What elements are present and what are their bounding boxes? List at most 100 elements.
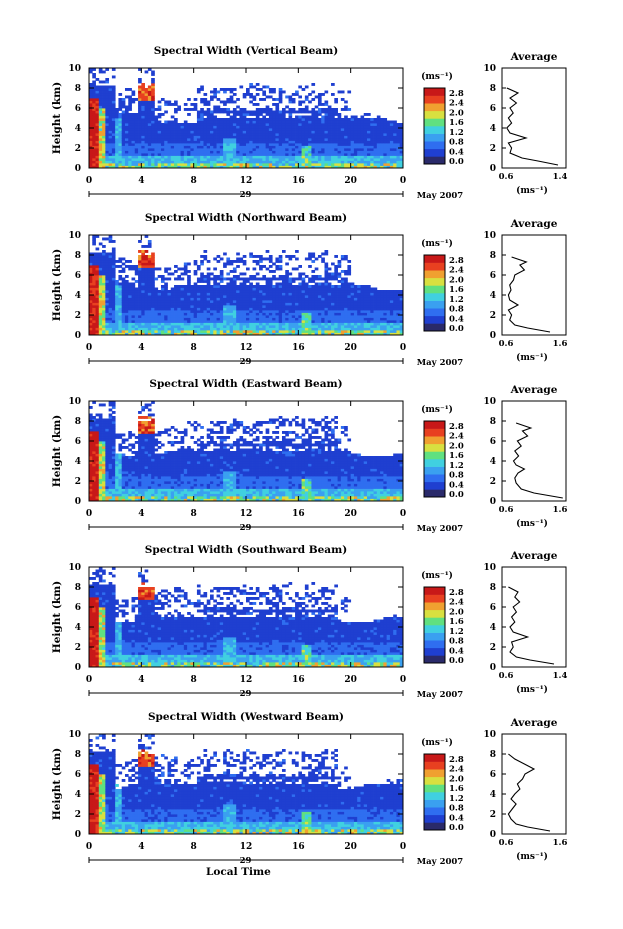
average-x-tick-label: 0.6 [499,838,514,848]
average-frame [501,733,567,835]
average-y-tick-label: 4 [490,790,496,800]
average-y-tick-label: 4 [490,291,496,301]
average-profile-line [508,586,555,665]
x-tick-label: 12 [240,675,253,685]
y-tick-label: 2 [75,477,81,487]
average-x-label: (ms⁻¹) [516,684,548,695]
colorbar-swatch [424,474,445,483]
x-tick-label: 0 [400,842,406,852]
colorbar-swatch [424,156,445,165]
x-tick-label: 16 [292,842,305,852]
colorbar-tick-label: 0.8 [449,471,464,481]
colorbar-tick-label: 0.4 [449,147,464,157]
y-axis-label: Height (km) [51,82,63,154]
colorbar-swatch [424,428,445,437]
average-profile-line [507,753,551,832]
colorbar-unit: (ms⁻¹) [421,71,453,82]
average-y-tick-label: 2 [490,643,496,653]
colorbar-swatch [424,822,445,831]
colorbar-swatch [424,293,445,301]
average-y-tick-label: 6 [490,437,496,447]
x-tick-label: 4 [138,343,144,353]
colorbar-swatch [424,285,445,294]
x-tick-label: 0 [86,176,92,186]
average-y-tick-label: 8 [490,84,496,94]
colorbar-tick-label: 2.8 [449,89,464,99]
x-tick-label: 20 [344,675,357,685]
average-frame [501,566,567,668]
x-tick-label: 16 [292,176,305,186]
x-tick-label: 0 [86,675,92,685]
colorbar-tick-label: 2.0 [449,441,464,451]
x-tick-label: 16 [292,675,305,685]
colorbar-tick-label: 1.6 [449,118,464,128]
colorbar-tick-label: 0.8 [449,138,464,148]
average-y-tick-label: 4 [490,457,496,467]
average-frame [501,234,567,336]
month-label: May 2007 [417,358,464,368]
colorbar-tick-label: 2.0 [449,108,464,118]
x-tick-label: 20 [344,509,357,519]
x-tick-label: 0 [400,343,406,353]
colorbar-tick-label: 0.8 [449,804,464,814]
average-y-tick-label: 2 [490,477,496,487]
y-tick-label: 4 [75,457,81,467]
average-y-tick-label: 10 [483,64,496,74]
month-label: May 2007 [417,191,464,201]
colorbar-tick-label: 2.4 [449,432,464,442]
y-tick-label: 6 [75,770,81,780]
x-tick-label: 0 [400,675,406,685]
average-y-tick-label: 6 [490,770,496,780]
colorbar-swatch [424,799,445,808]
average-y-tick-label: 6 [490,104,496,114]
x-tick-label: 8 [191,343,197,353]
x-tick-label: 20 [344,176,357,186]
panel-title: Spectral Width (Westward Beam) [148,711,344,723]
colorbar-tick-label: 0.4 [449,480,464,490]
colorbar-swatch [424,262,445,271]
colorbar-swatch [424,270,445,279]
colorbar-tick-label: 0.8 [449,637,464,647]
colorbar-tick-label: 2.0 [449,275,464,285]
colorbar-swatch [424,481,445,490]
month-label: May 2007 [417,524,464,534]
x-tick-label: 4 [138,675,144,685]
colorbar-swatch [424,421,445,429]
colorbar-swatch [424,103,445,112]
average-frame [501,67,567,169]
y-tick-label: 6 [75,104,81,114]
x-tick-label: 0 [400,176,406,186]
y-tick-label: 10 [68,231,81,241]
y-tick-label: 6 [75,271,81,281]
colorbar-swatch [424,88,445,96]
average-y-tick-label: 6 [490,271,496,281]
panel-title: Spectral Width (Northward Beam) [145,212,347,224]
colorbar-swatch [424,754,445,762]
average-y-tick-label: 2 [490,810,496,820]
colorbar-swatch [424,315,445,324]
colorbar-swatch [424,647,445,656]
panel-title: Spectral Width (Southward Beam) [145,544,347,556]
colorbar-tick-label: 2.0 [449,607,464,617]
colorbar-swatch [424,436,445,445]
colorbar-swatch [424,761,445,770]
colorbar-tick-label: 1.2 [449,794,464,804]
y-axis-label: Height (km) [51,249,63,321]
colorbar-swatch [424,110,445,119]
colorbar-swatch [424,277,445,286]
x-tick-label: 20 [344,842,357,852]
colorbar-swatch [424,792,445,800]
colorbar-frame [423,254,446,332]
x-tick-label: 8 [191,675,197,685]
colorbar-tick-label: 2.8 [449,422,464,432]
y-tick-label: 0 [75,164,81,174]
average-x-label: (ms⁻¹) [516,518,548,529]
colorbar-swatch [424,133,445,142]
colorbar-tick-label: 2.4 [449,598,464,608]
colorbar-swatch [424,300,445,309]
average-y-tick-label: 6 [490,603,496,613]
y-tick-label: 10 [68,563,81,573]
date-label: 29 [240,856,252,866]
colorbar-frame [423,753,446,831]
colorbar-swatch [424,587,445,595]
